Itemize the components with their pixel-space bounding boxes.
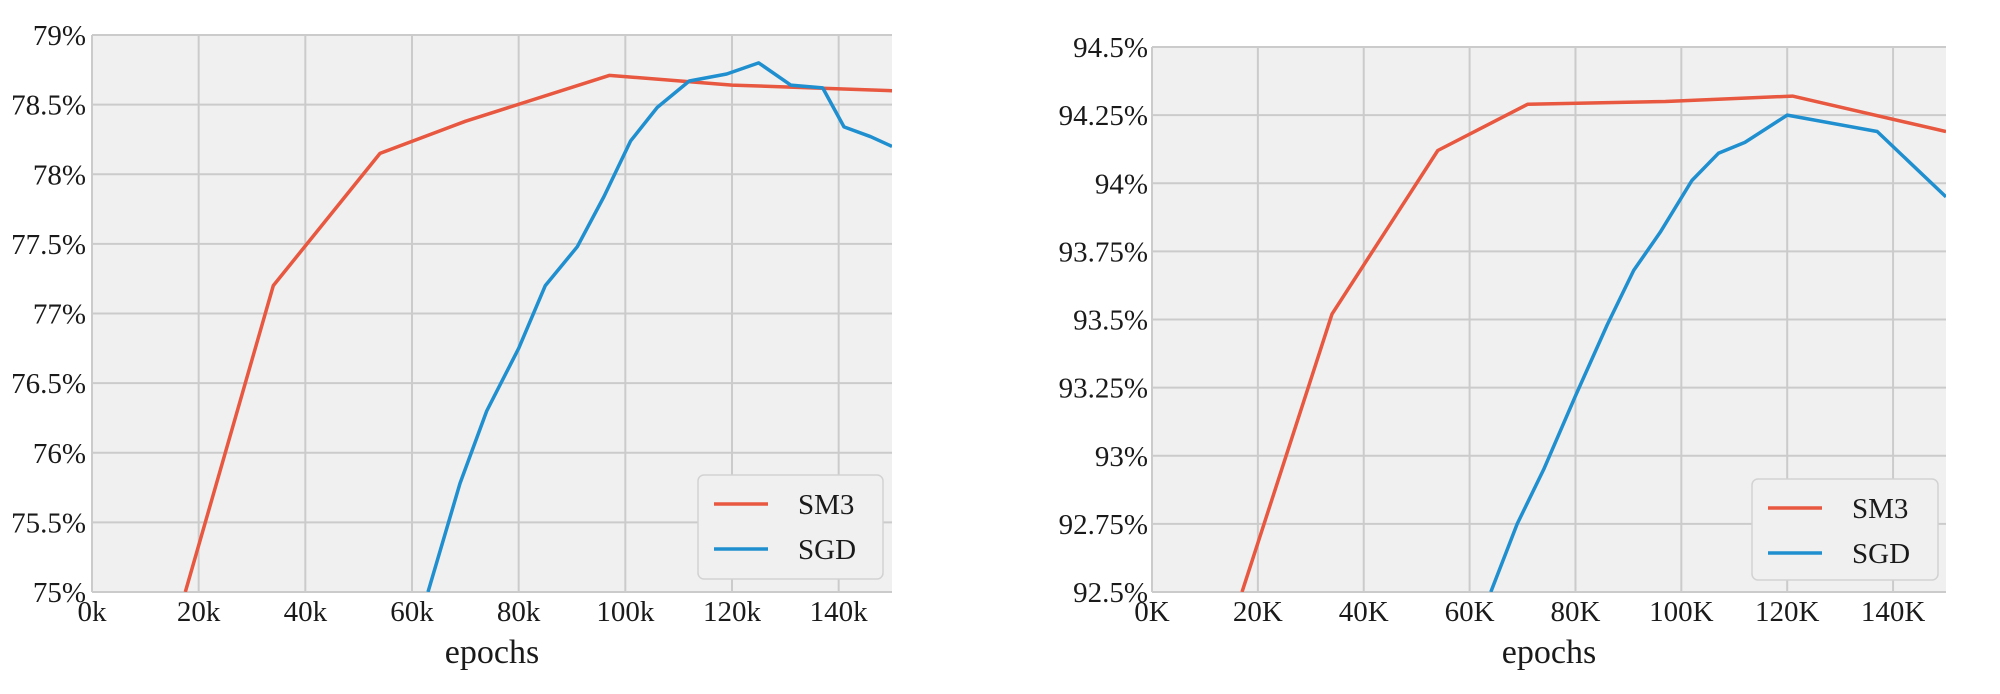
- y-tick-label: 93.5%: [1073, 305, 1148, 337]
- legend-label-sm3: SM3: [798, 489, 854, 521]
- x-tick-label: 0k: [78, 596, 108, 628]
- legend-box: [697, 474, 884, 580]
- y-tick-label: 93%: [1095, 441, 1148, 473]
- x-tick-label: 120k: [703, 596, 762, 628]
- y-tick-label: 94.5%: [1073, 32, 1148, 64]
- legend: SM3 SGD: [697, 474, 884, 580]
- x-tick-label: 80K: [1550, 596, 1600, 628]
- y-tick-label: 78.5%: [11, 90, 86, 122]
- y-tick-label: 75%: [33, 577, 86, 609]
- legend-label-sm3: SM3: [1852, 493, 1908, 525]
- y-tick-label: 93.25%: [1059, 373, 1148, 405]
- y-tick-label: 92.75%: [1059, 509, 1148, 541]
- y-tick-label: 93.75%: [1059, 236, 1148, 268]
- y-tick-label: 76%: [33, 438, 86, 470]
- x-tick-label: 100K: [1649, 596, 1714, 628]
- y-tick-label: 94.25%: [1059, 100, 1148, 132]
- legend-label-sgd: SGD: [1852, 538, 1910, 570]
- y-tick-label: 79%: [33, 20, 86, 52]
- x-tick-label: 40k: [284, 596, 328, 628]
- x-tick-label: 40K: [1339, 596, 1389, 628]
- x-tick-label: 140k: [810, 596, 869, 628]
- x-tick-label: 60K: [1445, 596, 1495, 628]
- x-tick-label: 20K: [1233, 596, 1283, 628]
- series-line-sm3: [183, 73, 892, 592]
- x-tick-label: 80k: [497, 596, 541, 628]
- legend-label-sgd: SGD: [798, 534, 856, 566]
- x-tick-label: 140K: [1861, 596, 1926, 628]
- x-tick-label: 100k: [596, 596, 655, 628]
- x-tick-label: 60k: [390, 596, 434, 628]
- y-tick-label: 75.5%: [11, 507, 86, 539]
- chart-1: 75% 75.5% 76% 76.5% 77% 77.5% 78% 78.5% 79% 0k 20k…: [11, 20, 892, 671]
- y-tick-label: 77.5%: [11, 229, 86, 261]
- y-tick-label: 94%: [1095, 168, 1148, 200]
- y-tick-label: 92.5%: [1073, 577, 1148, 609]
- x-tick-label: 0K: [1134, 596, 1170, 628]
- series-line-sgd: [426, 61, 892, 592]
- legend: SM3 SGD: [1751, 478, 1939, 581]
- legend-box: [1751, 478, 1939, 581]
- x-axis-label: epochs: [445, 634, 539, 671]
- series-line-sm3: [1240, 94, 1946, 592]
- x-axis-label: epochs: [1502, 634, 1596, 671]
- series-line-sgd: [1489, 113, 1946, 592]
- y-tick-label: 77%: [33, 299, 86, 331]
- chart-2: 92.5% 92.75% 93% 93.25% 93.5% 93.75% 94% 94.25%…: [1059, 32, 1946, 671]
- y-tick-label: 76.5%: [11, 368, 86, 400]
- x-tick-label: 20k: [177, 596, 221, 628]
- x-tick-label: 120K: [1755, 596, 1820, 628]
- y-tick-label: 78%: [33, 159, 86, 191]
